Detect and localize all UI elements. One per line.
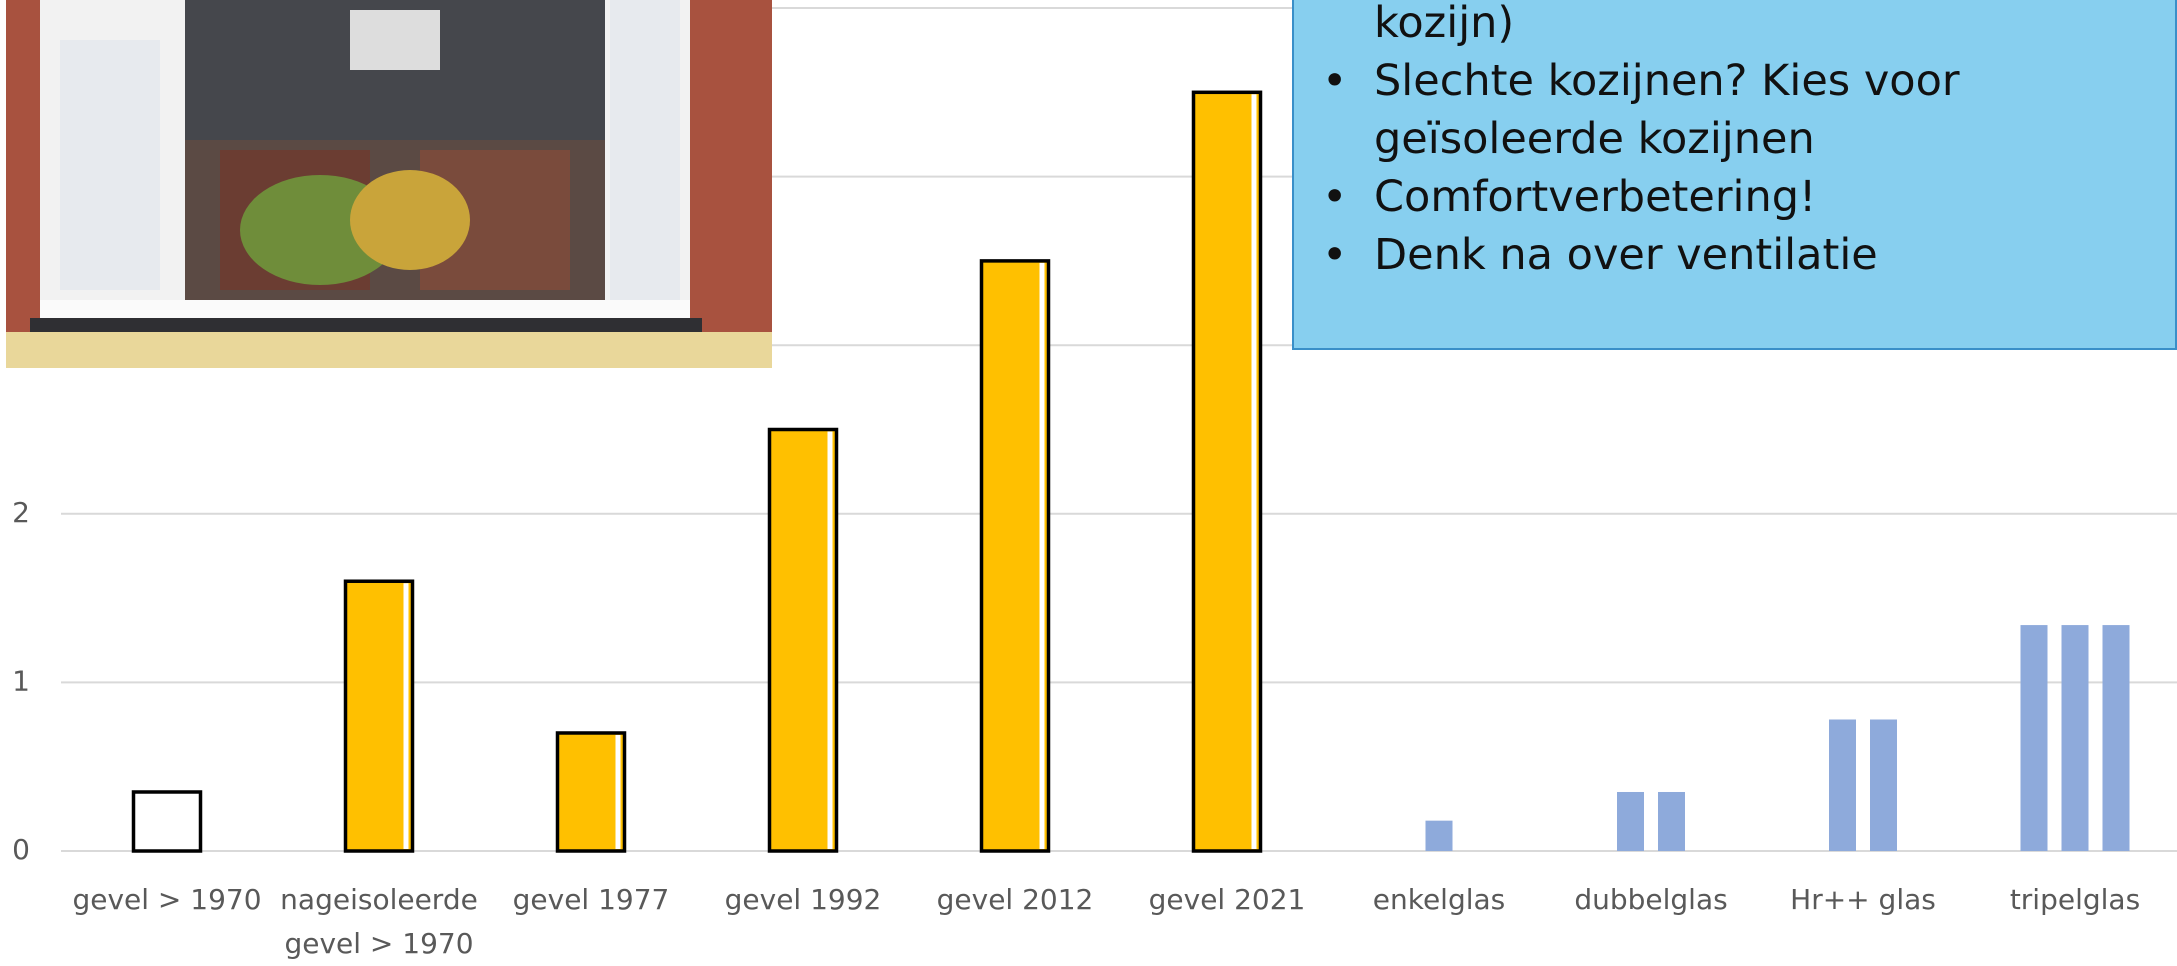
y-tick-label: 0 bbox=[12, 833, 30, 866]
glass-bar bbox=[2061, 625, 2089, 851]
x-tick-label: enkelglas bbox=[1372, 883, 1506, 916]
bar-highlight bbox=[1251, 94, 1257, 850]
x-tick-label: Hr++ glas bbox=[1790, 883, 1936, 916]
x-tick-label: gevel 2012 bbox=[936, 883, 1094, 916]
glass-bar bbox=[1870, 719, 1897, 851]
bullet: Denk na over ventilatie bbox=[1322, 226, 2014, 284]
bar bbox=[767, 427, 839, 853]
x-tick-label: nageisoleerde gevel > 1970 bbox=[280, 883, 478, 960]
bar-highlight bbox=[827, 431, 833, 849]
glass-bar bbox=[1658, 791, 1685, 851]
x-tick-label: gevel 1977 bbox=[512, 883, 670, 916]
x-tick-label: gevel 1992 bbox=[724, 883, 882, 916]
glass-bar bbox=[1425, 820, 1453, 851]
x-tick-label: dubbelglas bbox=[1574, 883, 1728, 916]
bar-highlight bbox=[403, 583, 409, 849]
text-box: kozijn)Slechte kozijnen? Kies voor geïso… bbox=[1292, 0, 2177, 350]
y-tick-label: 2 bbox=[12, 496, 30, 529]
bar bbox=[555, 731, 627, 853]
x-tick-label: gevel > 1970 bbox=[72, 883, 262, 916]
bar bbox=[979, 259, 1051, 853]
x-tick-label: tripelglas bbox=[2009, 883, 2141, 916]
x-tick-label: gevel 2021 bbox=[1148, 883, 1306, 916]
glass-bar bbox=[2102, 625, 2130, 851]
glass-bar bbox=[2020, 625, 2048, 851]
bar bbox=[1191, 90, 1263, 853]
bullet: Slechte kozijnen? Kies voor geïsoleerde … bbox=[1322, 52, 2014, 168]
bar-highlight bbox=[1039, 262, 1045, 849]
glass-bar bbox=[1617, 791, 1644, 851]
photo bbox=[6, 0, 772, 368]
glass-bar bbox=[1829, 719, 1856, 851]
bullet: Comfortverbetering! bbox=[1322, 168, 2014, 226]
bar-highlight bbox=[615, 734, 621, 849]
y-tick-label: 1 bbox=[12, 664, 30, 697]
bar bbox=[343, 579, 415, 853]
text-line: kozijn) bbox=[1374, 0, 1515, 48]
bar bbox=[131, 790, 203, 853]
